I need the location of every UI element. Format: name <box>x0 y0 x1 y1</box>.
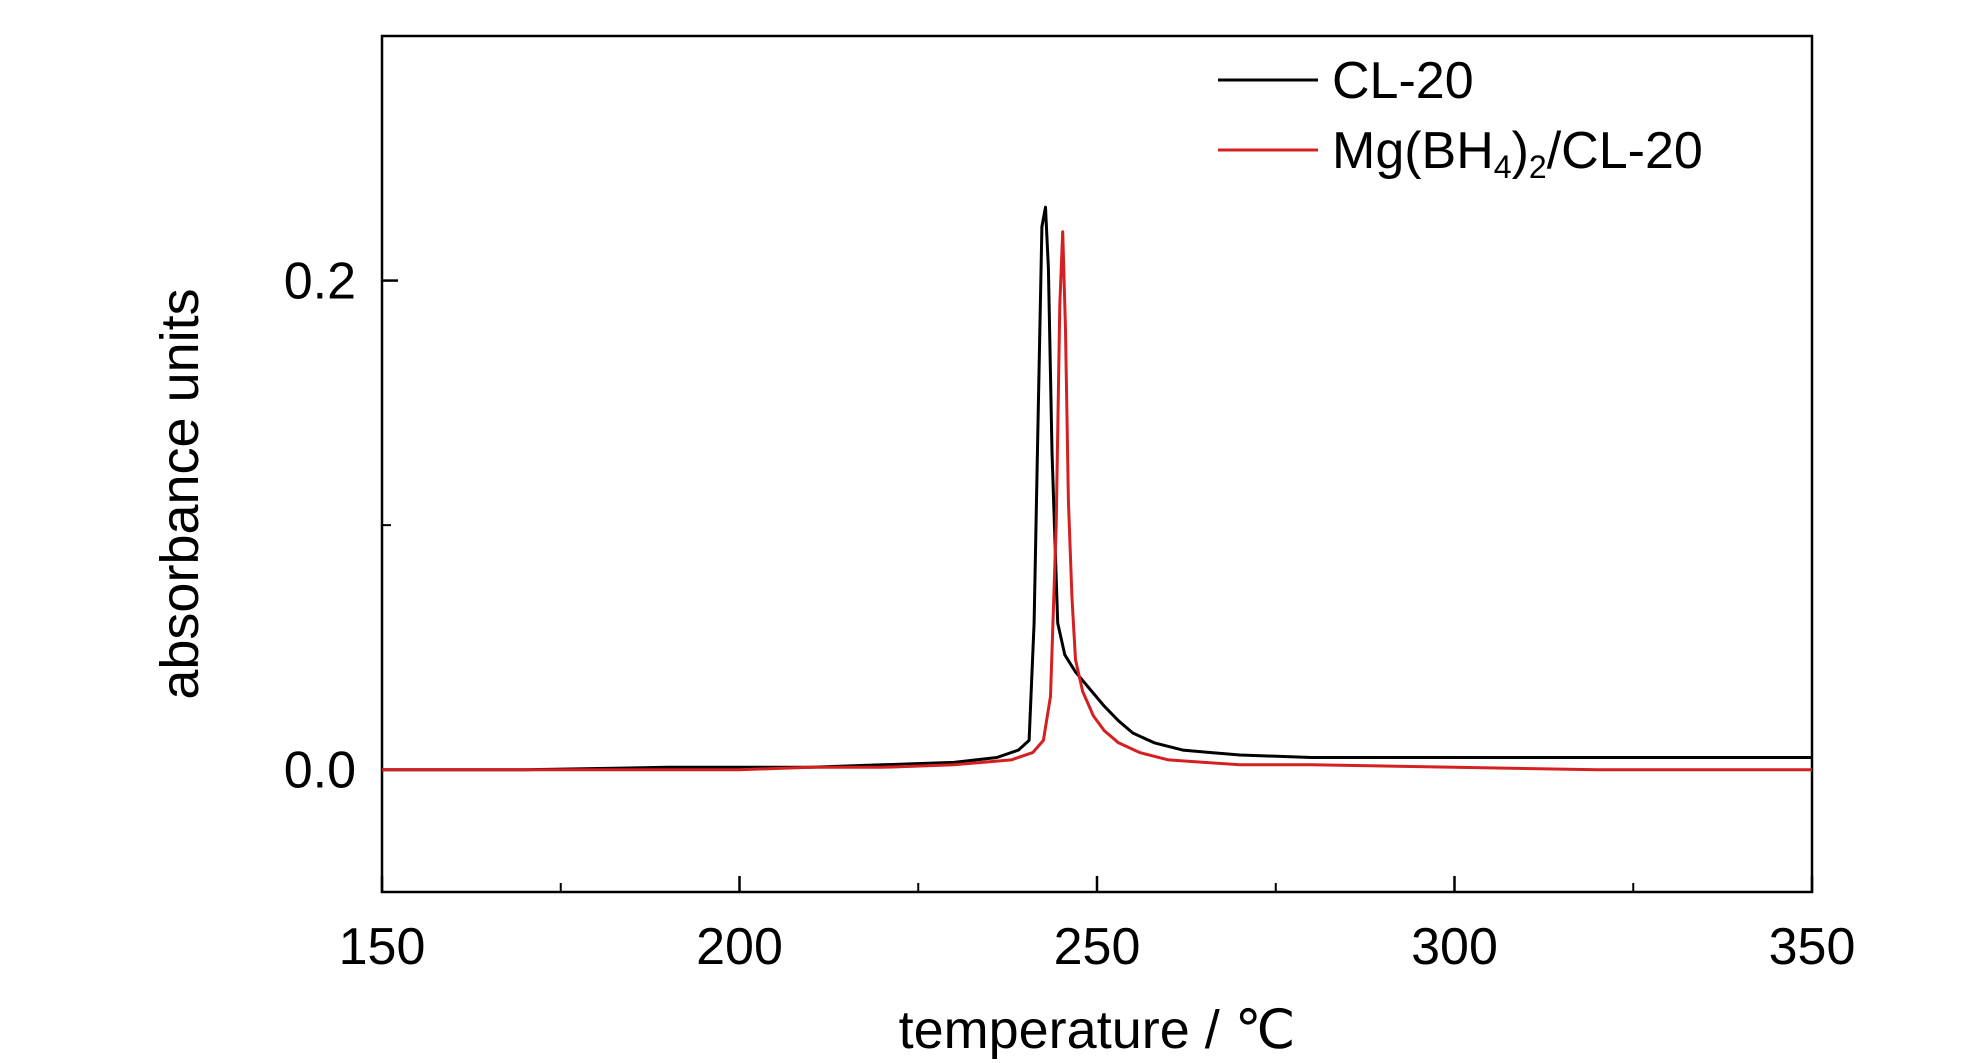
legend-label-mg-bh4-2-cl-20: Mg(BH4)2/CL-20 <box>1332 122 1703 185</box>
y-axis-label: absorbance units <box>150 288 210 699</box>
legend-label-cl-20: CL-20 <box>1332 52 1474 110</box>
axis-ticks: 150 200 250 300 350 0.0 0.2 <box>284 253 1856 976</box>
x-tick-label: 350 <box>1769 918 1856 976</box>
y-tick-label: 0.0 <box>284 742 356 800</box>
series-lines <box>382 205 1812 772</box>
x-axis-label: temperature / ℃ <box>899 1000 1296 1060</box>
x-tick-label: 150 <box>339 918 426 976</box>
legend-label-part: /CL-20 <box>1547 122 1703 180</box>
series-line-cl-20 <box>382 205 1812 772</box>
x-tick-label: 300 <box>1411 918 1498 976</box>
legend-label-part: ) <box>1512 122 1529 180</box>
x-tick-label: 250 <box>1054 918 1141 976</box>
legend: CL-20 Mg(BH4)2/CL-20 <box>1218 52 1703 185</box>
x-tick-label: 200 <box>696 918 783 976</box>
legend-label-subscript: 4 <box>1494 149 1512 185</box>
y-tick-label: 0.2 <box>284 253 356 311</box>
legend-label-part: Mg(BH <box>1332 122 1494 180</box>
series-line-mg-bh4-2-cl-20 <box>382 230 1812 772</box>
legend-label-subscript: 2 <box>1529 149 1547 185</box>
